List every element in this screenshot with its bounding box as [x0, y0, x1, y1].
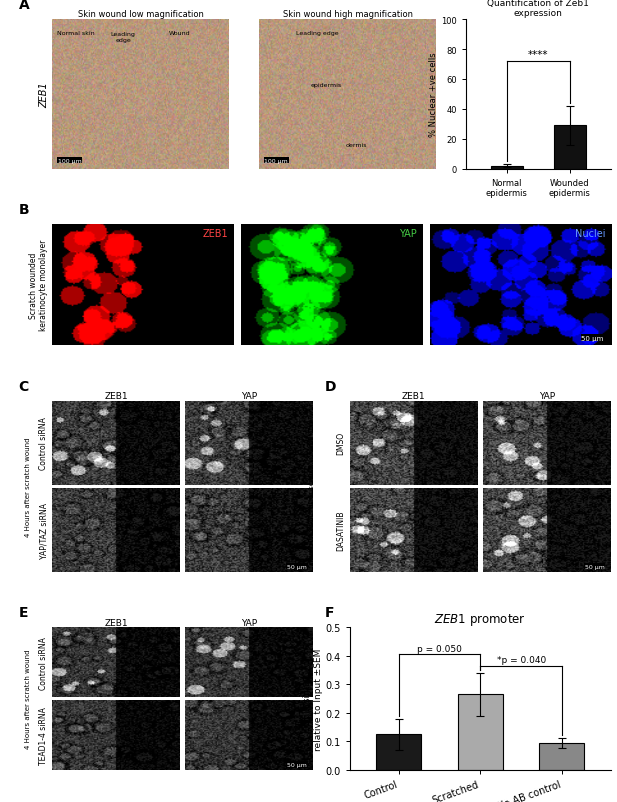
Bar — [376, 735, 421, 770]
Bar — [491, 167, 523, 169]
Y-axis label: DMSO: DMSO — [337, 431, 346, 455]
Y-axis label: YAP/TAZ siRNA: YAP/TAZ siRNA — [39, 502, 48, 558]
Text: Leading edge: Leading edge — [296, 30, 339, 35]
Text: YAP: YAP — [399, 229, 417, 238]
Title: YAP: YAP — [241, 618, 257, 627]
Text: ZEB1: ZEB1 — [202, 229, 228, 238]
Text: 100 μm: 100 μm — [58, 159, 81, 164]
Text: F: F — [325, 606, 334, 620]
Title: Skin wound low magnification: Skin wound low magnification — [78, 10, 204, 19]
Y-axis label: ZEB1: ZEB1 — [39, 82, 49, 107]
Title: Skin wound high magnification: Skin wound high magnification — [283, 10, 413, 19]
Text: A: A — [19, 0, 29, 12]
Text: D: D — [325, 379, 337, 393]
Y-axis label: % Nuclear +ve cells: % Nuclear +ve cells — [429, 52, 438, 137]
Text: 4 Hours after scratch wound: 4 Hours after scratch wound — [25, 649, 31, 748]
Y-axis label: Control siRNA: Control siRNA — [39, 417, 48, 470]
Bar — [554, 126, 586, 169]
Text: Normal skin: Normal skin — [57, 30, 94, 35]
Title: ZEB1: ZEB1 — [402, 391, 426, 400]
Text: 4 Hours after scratch wound: 4 Hours after scratch wound — [25, 437, 31, 537]
Y-axis label: TEAD1-4 siRNA: TEAD1-4 siRNA — [39, 706, 48, 764]
Bar — [539, 743, 584, 770]
Text: B: B — [19, 203, 29, 217]
Title: YAP: YAP — [241, 391, 257, 400]
Y-axis label: Scratch wounded
keratinocyte monolayer: Scratch wounded keratinocyte monolayer — [29, 240, 48, 331]
Title: ZEB1: ZEB1 — [105, 391, 128, 400]
Title: ZEB1: ZEB1 — [105, 618, 128, 627]
Text: 4 Hours after scratch wound: 4 Hours after scratch wound — [308, 437, 315, 537]
Y-axis label: Control siRNA: Control siRNA — [39, 636, 48, 689]
Text: p = 0.050: p = 0.050 — [417, 644, 462, 653]
Bar — [458, 695, 503, 770]
Text: Wound: Wound — [169, 30, 191, 35]
Text: epidermis: epidermis — [311, 83, 342, 87]
Text: 50 μm: 50 μm — [584, 564, 605, 569]
Y-axis label: DASATINIB: DASATINIB — [337, 510, 346, 550]
Text: ****: **** — [528, 50, 549, 59]
Text: Leading
edge: Leading edge — [110, 32, 136, 43]
Text: C: C — [19, 379, 29, 393]
Text: 50 μm: 50 μm — [581, 335, 603, 341]
Text: E: E — [19, 606, 28, 620]
Title: YAP: YAP — [539, 391, 555, 400]
Text: Nuclei: Nuclei — [575, 229, 605, 238]
Title: $\bf{\it{ZEB1}}$ promoter: $\bf{\it{ZEB1}}$ promoter — [434, 611, 526, 627]
Text: dermis: dermis — [346, 143, 367, 148]
Text: *p = 0.040: *p = 0.040 — [497, 655, 546, 665]
Text: 50 μm: 50 μm — [287, 762, 307, 768]
Title: Quantification of Zeb1
expression: Quantification of Zeb1 expression — [487, 0, 589, 18]
Text: 50 μm: 50 μm — [287, 564, 307, 569]
Text: 100 μm: 100 μm — [265, 159, 288, 164]
Y-axis label: ChIP signal
relative to Input ±SEM: ChIP signal relative to Input ±SEM — [304, 648, 323, 750]
